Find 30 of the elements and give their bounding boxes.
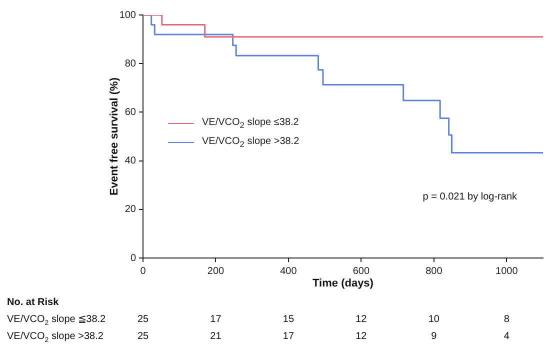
y-tick-label: 40 xyxy=(124,156,136,167)
y-tick-label: 20 xyxy=(124,204,136,216)
x-tick-label: 200 xyxy=(207,266,225,277)
text: 12 xyxy=(356,314,368,325)
text: 10 xyxy=(428,314,440,325)
x-tick-label: 800 xyxy=(426,266,443,277)
y-tick-label: 80 xyxy=(124,58,136,70)
legend-label: VE/VCO$_{2}$ slope ≤38.2 xyxy=(202,117,299,130)
text: 4 xyxy=(504,331,510,342)
text: 12 xyxy=(356,331,368,342)
y-tick-label: 100 xyxy=(119,10,136,21)
text: 17 xyxy=(282,331,294,342)
x-tick-label: 0 xyxy=(140,266,146,277)
text: No. at Risk xyxy=(7,297,60,308)
text: 8 xyxy=(504,314,510,325)
text: 17 xyxy=(210,314,222,325)
x-tick-label: 1000 xyxy=(496,266,518,277)
text: 15 xyxy=(282,314,294,325)
annotation: p = 0.021 by log-rank xyxy=(422,192,518,203)
text: 21 xyxy=(210,331,222,342)
x-axis-title: Time (days) xyxy=(312,277,374,290)
y-axis-title: Event free survival (%) xyxy=(108,77,121,196)
y-tick-label: 60 xyxy=(124,106,136,118)
x-tick-label: 400 xyxy=(280,266,298,277)
text: 25 xyxy=(137,331,149,342)
text: 9 xyxy=(431,331,438,342)
y-tick-label: 0 xyxy=(130,252,136,264)
x-tick-label: 600 xyxy=(352,266,370,277)
legend-label: VE/VCO$_{2}$ slope >38.2 xyxy=(202,136,300,149)
text: 25 xyxy=(137,314,149,325)
